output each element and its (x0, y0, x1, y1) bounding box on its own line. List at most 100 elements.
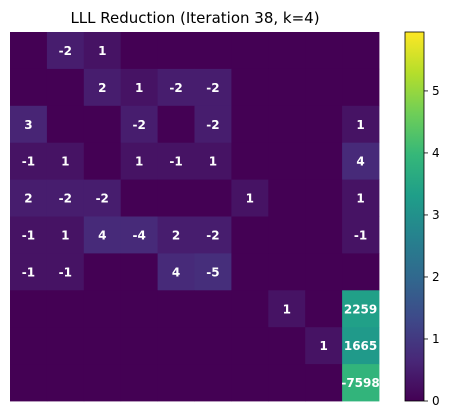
heatmap-cell-r2-c9 (342, 105, 380, 144)
heatmap-cell-r6-c9 (342, 253, 380, 291)
heatmap-cell-r5-c3 (120, 216, 158, 254)
heatmap-cell-r8-c6 (231, 327, 269, 365)
heatmap-cell-r7-c6 (231, 290, 269, 328)
heatmap-cell-r7-c3 (120, 290, 158, 328)
heatmap-cell-label-r1-c3: 1 (135, 81, 143, 95)
heatmap-cell-label-r4-c6: 1 (246, 192, 254, 206)
heatmap-cell-r3-c0 (10, 142, 48, 180)
heatmap-cell-r4-c4 (157, 179, 195, 217)
colorbar-tick-label-2: 2 (432, 270, 440, 284)
heatmap-cell-r7-c0 (10, 290, 48, 328)
heatmap-cell-r6-c3 (120, 253, 158, 291)
heatmap-cell-label-r0-c1: -2 (59, 44, 72, 58)
heatmap-cell-r9-c8 (305, 364, 343, 402)
heatmap-cell-r2-c4 (157, 105, 195, 144)
heatmap-cell-r0-c2 (83, 32, 122, 70)
heatmap-cell-r8-c7 (268, 327, 306, 365)
heatmap-cell-r8-c8 (305, 327, 343, 365)
heatmap-cell-label-r2-c3: -2 (132, 118, 145, 132)
colorbar-gradient (404, 31, 425, 402)
colorbar-tick-label-1: 1 (432, 332, 440, 346)
heatmap-cell-label-r6-c4: 4 (172, 265, 180, 279)
heatmap-cell-r7-c2 (83, 290, 122, 328)
heatmap-cell-r0-c0 (10, 32, 48, 70)
heatmap-cell-r2-c5 (194, 105, 232, 144)
heatmap-cell-r7-c8 (305, 290, 343, 328)
heatmap-cell-r1-c3 (120, 68, 158, 107)
heatmap-cell-label-r6-c0: -1 (22, 265, 35, 279)
heatmap-cell-r5-c5 (194, 216, 232, 254)
colorbar: 0 1 2 3 4 5 (404, 31, 440, 408)
heatmap-cell-label-r6-c1: -1 (59, 265, 72, 279)
heatmap-cell-label-r2-c9: 1 (356, 118, 364, 132)
heatmap-cell-r4-c7 (268, 179, 306, 217)
heatmap-cell-r6-c4 (157, 253, 195, 291)
heatmap-cell-r3-c2 (83, 142, 122, 180)
heatmap-cell-r1-c5 (194, 68, 232, 107)
heatmap-cell-r4-c2 (83, 179, 122, 217)
heatmap-cell-label-r2-c5: -2 (206, 118, 219, 132)
heatmap-cell-r5-c1 (46, 216, 85, 254)
heatmap-cell-r8-c5 (194, 327, 232, 365)
heatmap-cell-r6-c0 (10, 253, 48, 291)
heatmap-cell-r6-c7 (268, 253, 306, 291)
heatmap-cell-r4-c9 (342, 179, 380, 217)
heatmap-cell-label-r3-c3: 1 (135, 155, 143, 169)
heatmap-cell-r1-c4 (157, 68, 195, 107)
heatmap-cell-r9-c9 (342, 364, 380, 402)
heatmap-cell-r8-c0 (10, 327, 48, 365)
heatmap-cell-r0-c5 (194, 32, 232, 70)
heatmap-cell-r2-c1 (46, 105, 85, 144)
heatmap-cell-r3-c9 (342, 142, 380, 180)
heatmap-cell-r9-c4 (157, 364, 195, 402)
heatmap-cell-label-r9-c9: -7598 (341, 376, 379, 390)
heatmap-cell-r1-c1 (46, 68, 85, 107)
heatmap-cell-r1-c8 (305, 68, 343, 107)
chart-title: LLL Reduction (Iteration 38, k=4) (70, 9, 319, 27)
heatmap-cell-r0-c6 (231, 32, 269, 70)
heatmap-cell-r1-c6 (231, 68, 269, 107)
heatmap-cell-r4-c0 (10, 179, 48, 217)
heatmap-cell-r4-c3 (120, 179, 158, 217)
heatmap-cell-r1-c0 (10, 68, 48, 107)
heatmap-cell-label-r2-c0: 3 (24, 118, 32, 132)
colorbar-ticks: 0 1 2 3 4 5 (424, 84, 440, 408)
heatmap-cell-label-r5-c3: -4 (132, 228, 145, 242)
heatmap-cell-label-r8-c9: 1665 (344, 339, 377, 353)
heatmap-cell-label-r1-c5: -2 (206, 81, 219, 95)
heatmap-cell-label-r1-c2: 2 (98, 81, 106, 95)
heatmap-cell-r6-c6 (231, 253, 269, 291)
heatmap-cell-r8-c2 (83, 327, 122, 365)
heatmap-cell-r5-c6 (231, 216, 269, 254)
heatmap-cell-r8-c1 (46, 327, 85, 365)
heatmap-cell-label-r1-c4: -2 (169, 81, 182, 95)
heatmap-cell-label-r4-c9: 1 (356, 192, 364, 206)
heatmap-cell-r0-c4 (157, 32, 195, 70)
heatmap-cell-r9-c5 (194, 364, 232, 402)
heatmap-cell-r9-c6 (231, 364, 269, 402)
heatmap-cell-label-r3-c4: -1 (169, 155, 182, 169)
heatmap-cell-label-r5-c0: -1 (22, 228, 35, 242)
colorbar-tick-label-5: 5 (432, 84, 440, 98)
heatmap-cell-r3-c1 (46, 142, 85, 180)
heatmap-cell-r6-c1 (46, 253, 85, 291)
heatmap-cell-r7-c5 (194, 290, 232, 328)
heatmap-cell-r2-c3 (120, 105, 158, 144)
heatmap-cell-r4-c1 (46, 179, 85, 217)
heatmap-cell-label-r5-c1: 1 (61, 228, 69, 242)
heatmap-cell-r7-c7 (268, 290, 306, 328)
heatmap-cell-r7-c4 (157, 290, 195, 328)
heatmap-cell-r8-c9 (342, 327, 380, 365)
heatmap-cell-r2-c0 (10, 105, 48, 144)
heatmap-cell-r0-c9 (342, 32, 380, 70)
heatmap-cell-labels: -2 1 2 1 -2 -2 3 -2 -2 1 -1 1 1 -1 1 4 2 -2 -2 1 1 -1 1 4 -4 2 -2 -… (22, 44, 380, 390)
heatmap-cell-label-r5-c2: 4 (98, 228, 106, 242)
heatmap-cell-r2-c8 (305, 105, 343, 144)
heatmap-cell-label-r4-c0: 2 (24, 192, 32, 206)
heatmap-cell-r8-c3 (120, 327, 158, 365)
heatmap-cell-label-r3-c1: 1 (61, 155, 69, 169)
heatmap-cell-r9-c1 (46, 364, 85, 402)
heatmap-cell-r3-c5 (194, 142, 232, 180)
heatmap-cell-r0-c7 (268, 32, 306, 70)
